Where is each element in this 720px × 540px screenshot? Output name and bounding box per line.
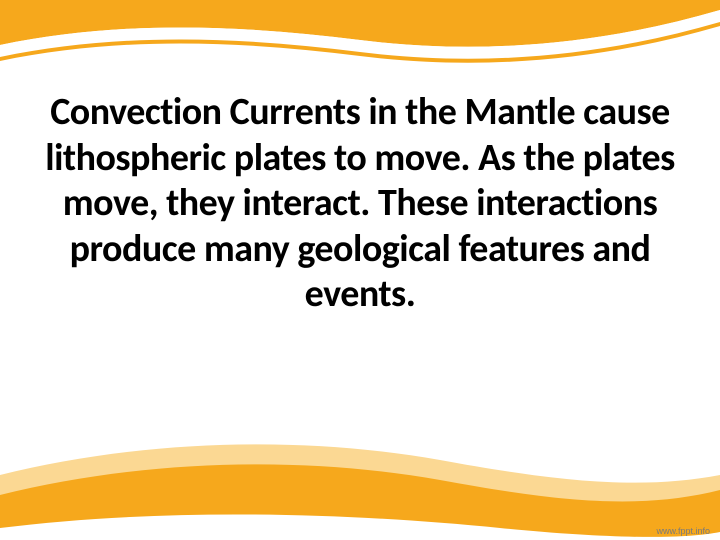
footer-attribution-link[interactable]: www.fppt.info bbox=[656, 526, 710, 536]
main-paragraph: Convection Currents in the Mantle cause … bbox=[20, 90, 700, 318]
top-wave-fill bbox=[0, 0, 720, 47]
slide-container: Convection Currents in the Mantle cause … bbox=[0, 0, 720, 540]
top-wave-secondary bbox=[0, 22, 720, 63]
top-wave-decoration bbox=[0, 0, 720, 80]
bottom-wave-decoration bbox=[0, 420, 720, 540]
bottom-wave-white-stripe bbox=[0, 514, 720, 540]
bottom-wave-primary bbox=[0, 464, 720, 540]
top-wave-white-stripe bbox=[0, 10, 720, 59]
content-area: Convection Currents in the Mantle cause … bbox=[20, 90, 700, 318]
bottom-wave-light bbox=[0, 444, 720, 540]
